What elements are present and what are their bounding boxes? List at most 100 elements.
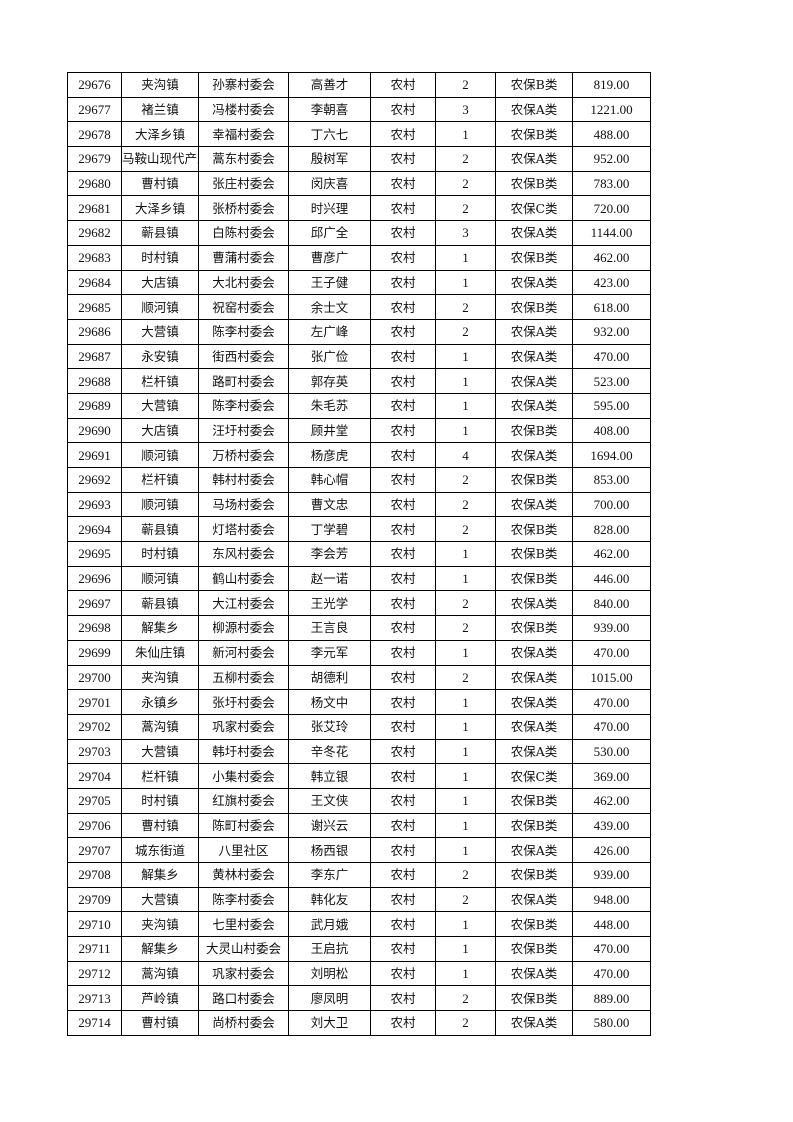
cell-insurance-category: 农保B类 xyxy=(495,541,573,567)
cell-family-size: 2 xyxy=(435,318,496,345)
cell-person-name: 郭存英 xyxy=(288,368,371,394)
cell-town: 大营镇 xyxy=(121,392,199,419)
cell-amount: 889.00 xyxy=(572,985,651,1012)
cell-family-size: 1 xyxy=(435,787,496,814)
cell-household-type: 农村 xyxy=(370,368,436,394)
cell-serial-number: 29680 xyxy=(67,170,122,197)
cell-town: 夹沟镇 xyxy=(121,911,199,938)
cell-person-name: 谢兴云 xyxy=(288,812,371,839)
table-row: 29695 时村镇 东风村委会 李会芳 农村 1 农保B类 462.00 xyxy=(67,541,651,567)
cell-amount: 439.00 xyxy=(572,812,651,839)
cell-family-size: 2 xyxy=(435,516,496,543)
cell-village-committee: 黄林村委会 xyxy=(198,862,289,888)
cell-village-committee: 巩家村委会 xyxy=(198,960,289,987)
cell-amount: 783.00 xyxy=(572,170,651,197)
cell-person-name: 胡德利 xyxy=(288,664,371,691)
cell-person-name: 左广峰 xyxy=(288,318,371,345)
cell-amount: 1694.00 xyxy=(572,442,651,468)
cell-town: 曹村镇 xyxy=(121,812,199,839)
table-body: 29676 夹沟镇 孙寨村委会 高善才 农村 2 农保B类 819.00 29677 褚兰镇 冯楼村… xyxy=(67,72,651,1036)
cell-household-type: 农村 xyxy=(370,738,436,765)
cell-person-name: 杨西银 xyxy=(288,837,371,863)
cell-household-type: 农村 xyxy=(370,713,436,740)
records-table: 29676 夹沟镇 孙寨村委会 高善才 农村 2 农保B类 819.00 29677 褚兰镇 冯楼村… xyxy=(67,72,651,1036)
cell-serial-number: 29709 xyxy=(67,886,122,913)
table-row: 29677 褚兰镇 冯楼村委会 李朝喜 农村 3 农保A类 1221.00 xyxy=(67,96,651,123)
cell-serial-number: 29710 xyxy=(67,911,122,938)
cell-household-type: 农村 xyxy=(370,787,436,814)
cell-person-name: 杨彦虎 xyxy=(288,442,371,468)
cell-serial-number: 29700 xyxy=(67,664,122,691)
cell-person-name: 赵一诺 xyxy=(288,565,371,592)
cell-household-type: 农村 xyxy=(370,121,436,148)
cell-person-name: 王启抗 xyxy=(288,936,371,962)
cell-person-name: 王文侠 xyxy=(288,787,371,814)
cell-person-name: 杨文中 xyxy=(288,689,371,715)
cell-amount: 948.00 xyxy=(572,886,651,913)
cell-amount: 470.00 xyxy=(572,639,651,666)
cell-village-committee: 韩圩村委会 xyxy=(198,738,289,765)
cell-household-type: 农村 xyxy=(370,220,436,246)
table-row: 29707 城东街道 八里社区 杨西银 农村 1 农保A类 426.00 xyxy=(67,837,651,863)
cell-household-type: 农村 xyxy=(370,96,436,123)
cell-serial-number: 29682 xyxy=(67,220,122,246)
cell-serial-number: 29686 xyxy=(67,318,122,345)
cell-serial-number: 29679 xyxy=(67,146,122,172)
cell-town: 时村镇 xyxy=(121,244,199,271)
cell-amount: 462.00 xyxy=(572,541,651,567)
cell-family-size: 2 xyxy=(435,590,496,617)
cell-family-size: 2 xyxy=(435,615,496,641)
table-row: 29678 大泽乡镇 幸福村委会 丁六七 农村 1 农保B类 488.00 xyxy=(67,121,651,148)
cell-person-name: 邱广全 xyxy=(288,220,371,246)
table-row: 29706 曹村镇 陈町村委会 谢兴云 农村 1 农保B类 439.00 xyxy=(67,812,651,839)
table-row: 29698 解集乡 柳源村委会 王言良 农村 2 农保B类 939.00 xyxy=(67,615,651,641)
cell-insurance-category: 农保B类 xyxy=(495,985,573,1012)
cell-household-type: 农村 xyxy=(370,491,436,518)
cell-town: 大泽乡镇 xyxy=(121,121,199,148)
cell-amount: 595.00 xyxy=(572,392,651,419)
cell-serial-number: 29706 xyxy=(67,812,122,839)
cell-family-size: 3 xyxy=(435,220,496,246)
cell-amount: 470.00 xyxy=(572,689,651,715)
cell-town: 大店镇 xyxy=(121,417,199,444)
cell-insurance-category: 农保A类 xyxy=(495,837,573,863)
table-row: 29691 顺河镇 万桥村委会 杨彦虎 农村 4 农保A类 1694.00 xyxy=(67,442,651,468)
table-row: 29709 大营镇 陈李村委会 韩化友 农村 2 农保A类 948.00 xyxy=(67,886,651,913)
cell-amount: 932.00 xyxy=(572,318,651,345)
cell-amount: 720.00 xyxy=(572,195,651,222)
cell-household-type: 农村 xyxy=(370,985,436,1012)
table-row: 29686 大营镇 陈李村委会 左广峰 农村 2 农保A类 932.00 xyxy=(67,318,651,345)
cell-insurance-category: 农保B类 xyxy=(495,170,573,197)
cell-household-type: 农村 xyxy=(370,812,436,839)
cell-family-size: 1 xyxy=(435,911,496,938)
cell-insurance-category: 农保A类 xyxy=(495,713,573,740)
cell-insurance-category: 农保B类 xyxy=(495,565,573,592)
cell-village-committee: 张庄村委会 xyxy=(198,170,289,197)
cell-household-type: 农村 xyxy=(370,467,436,493)
cell-family-size: 1 xyxy=(435,936,496,962)
cell-amount: 470.00 xyxy=(572,936,651,962)
cell-village-committee: 五柳村委会 xyxy=(198,664,289,691)
cell-serial-number: 29704 xyxy=(67,763,122,789)
cell-household-type: 农村 xyxy=(370,565,436,592)
cell-village-committee: 陈町村委会 xyxy=(198,812,289,839)
cell-town: 蕲县镇 xyxy=(121,590,199,617)
cell-insurance-category: 农保A类 xyxy=(495,146,573,172)
table-row: 29682 蕲县镇 白陈村委会 邱广全 农村 3 农保A类 1144.00 xyxy=(67,220,651,246)
cell-town: 蕲县镇 xyxy=(121,220,199,246)
cell-village-committee: 新河村委会 xyxy=(198,639,289,666)
cell-household-type: 农村 xyxy=(370,516,436,543)
cell-village-committee: 七里村委会 xyxy=(198,911,289,938)
cell-insurance-category: 农保B类 xyxy=(495,294,573,320)
cell-amount: 523.00 xyxy=(572,368,651,394)
cell-village-committee: 八里社区 xyxy=(198,837,289,863)
cell-serial-number: 29688 xyxy=(67,368,122,394)
cell-village-committee: 陈李村委会 xyxy=(198,392,289,419)
cell-serial-number: 29683 xyxy=(67,244,122,271)
table-row: 29685 顺河镇 祝窑村委会 余士文 农村 2 农保B类 618.00 xyxy=(67,294,651,320)
cell-household-type: 农村 xyxy=(370,689,436,715)
cell-serial-number: 29695 xyxy=(67,541,122,567)
cell-person-name: 刘大卫 xyxy=(288,1010,371,1036)
table-row: 29713 芦岭镇 路口村委会 廖凤明 农村 2 农保B类 889.00 xyxy=(67,985,651,1012)
cell-household-type: 农村 xyxy=(370,195,436,222)
